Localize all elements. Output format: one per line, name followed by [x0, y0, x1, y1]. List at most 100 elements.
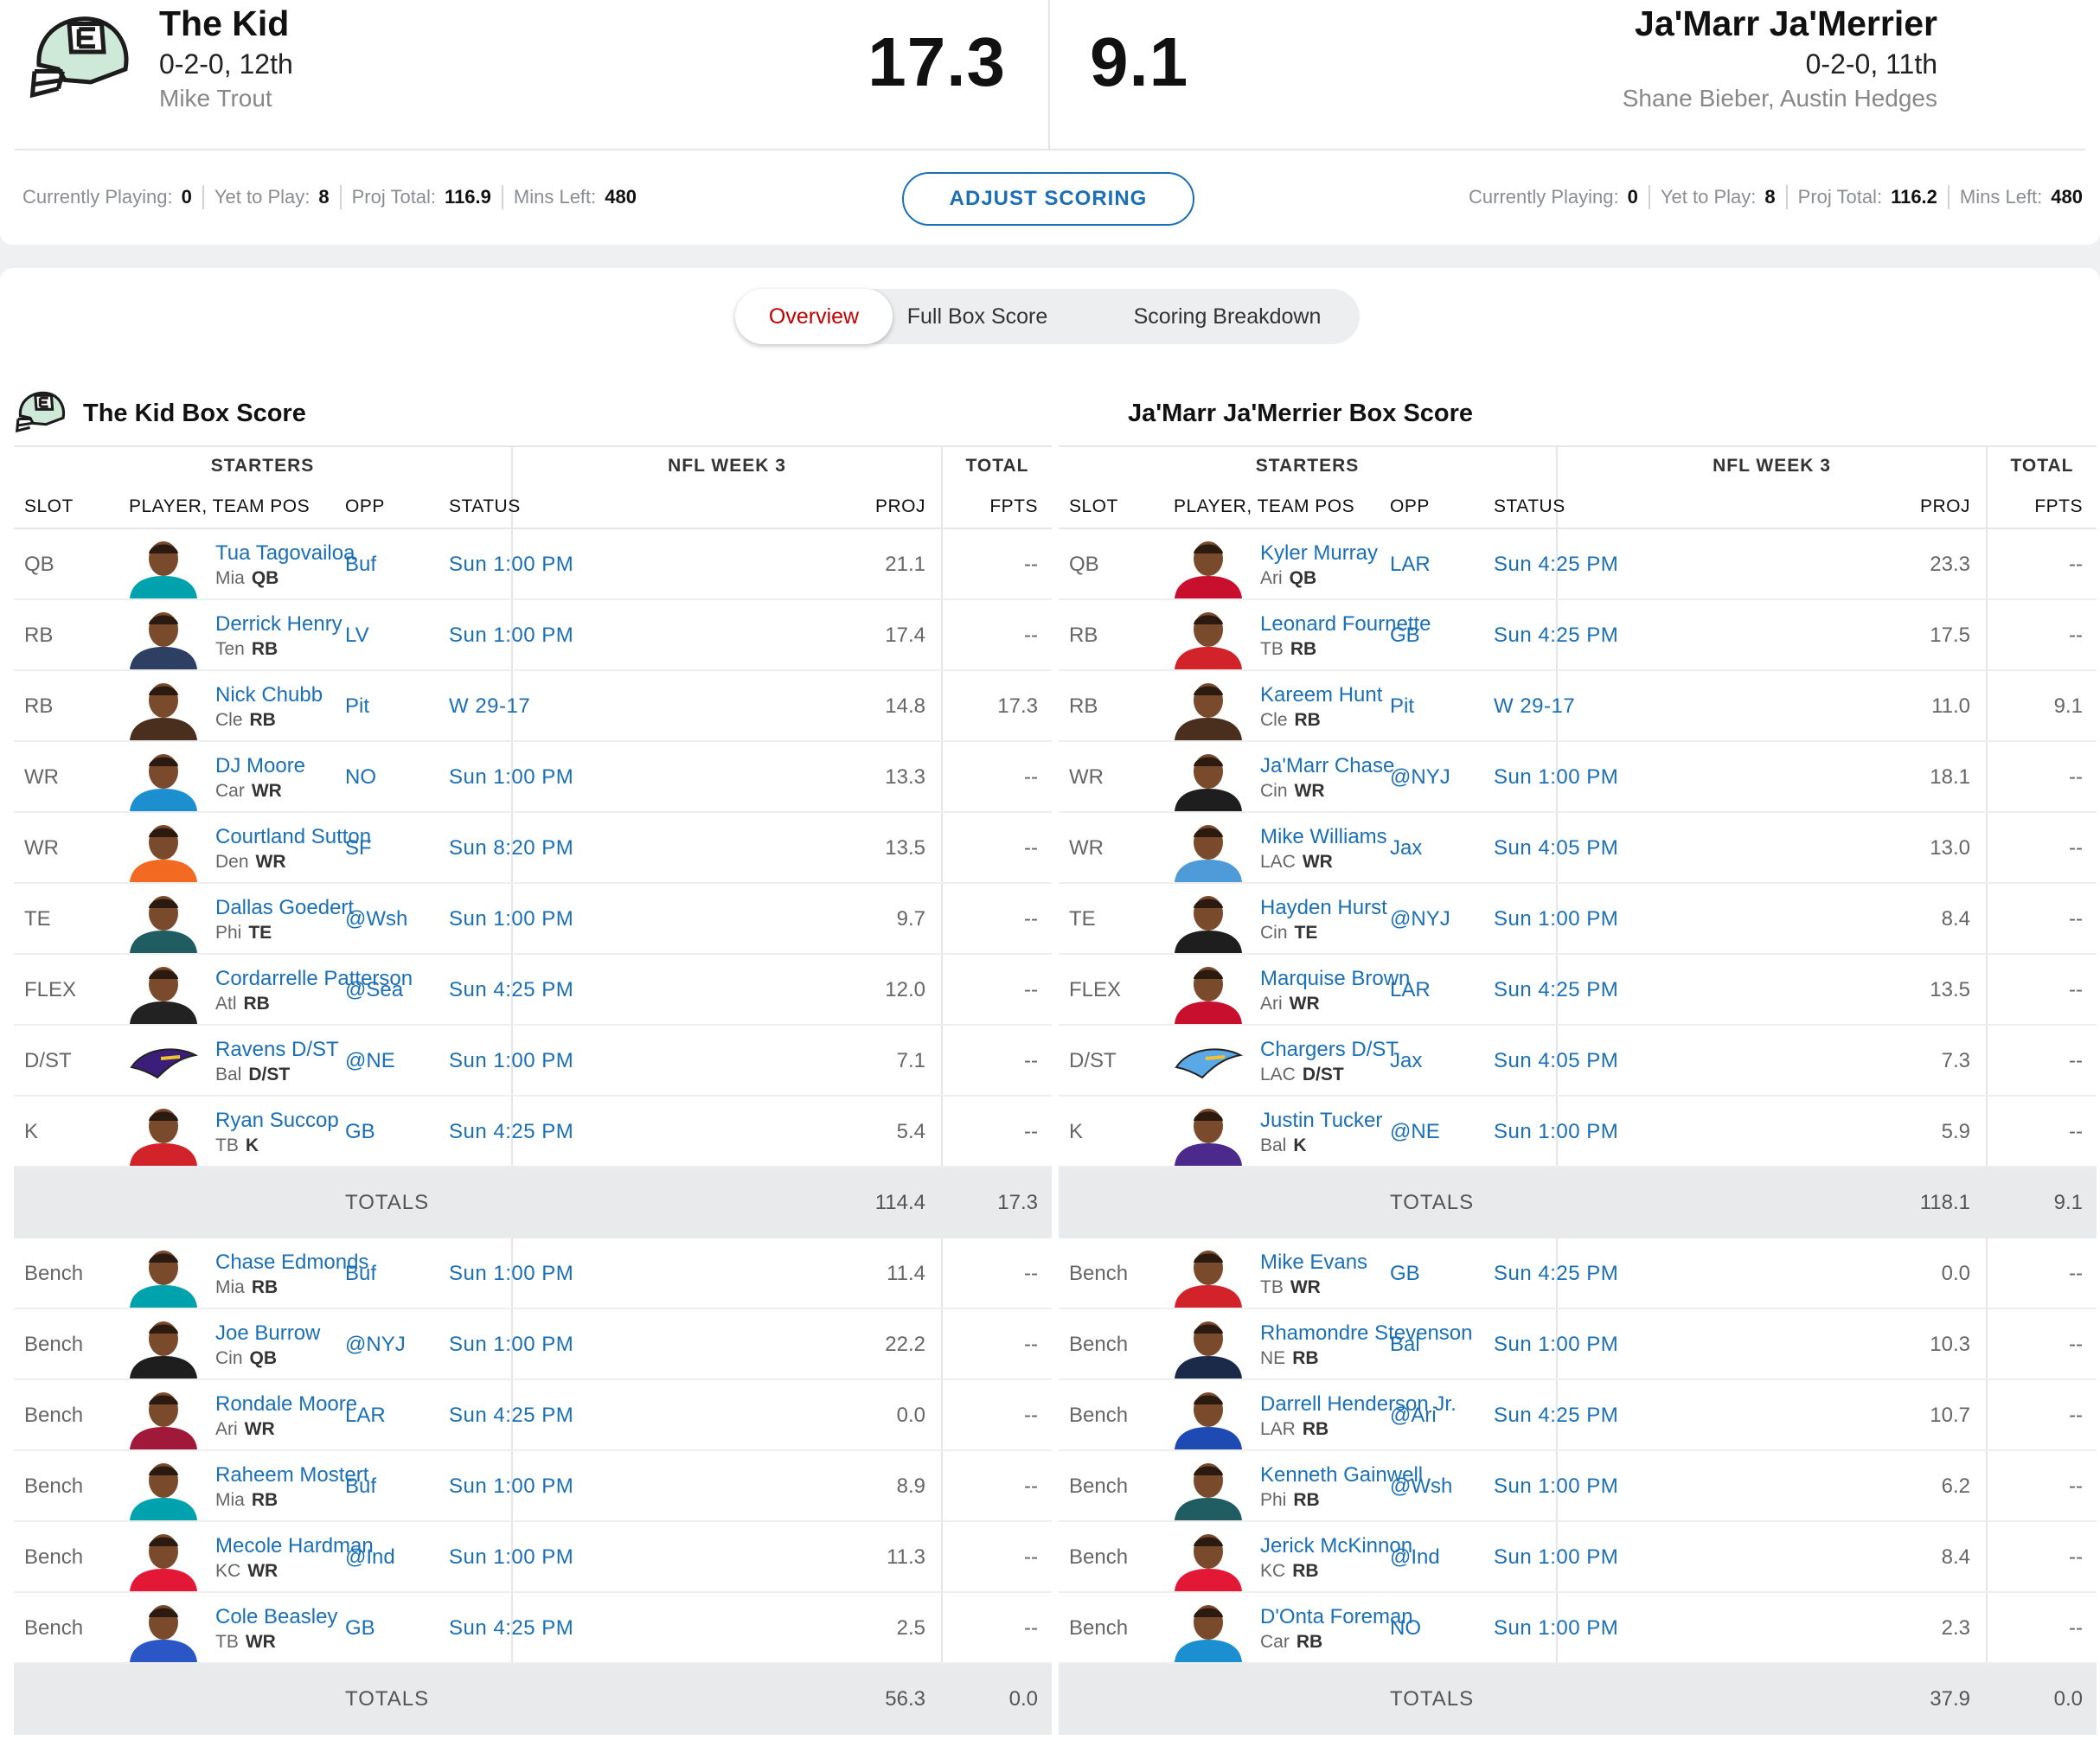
- game-status-link[interactable]: Sun 1:00 PM: [1494, 1333, 1619, 1356]
- opponent-link[interactable]: GB: [1390, 1262, 1420, 1285]
- player-name-link[interactable]: Ja'Marr Chase: [1260, 754, 1395, 777]
- col-header-opp[interactable]: OPP: [345, 496, 385, 516]
- player-name-link[interactable]: DJ Moore: [215, 754, 306, 777]
- opponent-link[interactable]: @Wsh: [1390, 1475, 1453, 1498]
- player-name-link[interactable]: Justin Tucker: [1260, 1109, 1383, 1132]
- opponent-link[interactable]: NO: [1390, 1616, 1421, 1640]
- col-header-fpts[interactable]: FPTS: [2034, 496, 2083, 516]
- game-status-link[interactable]: Sun 1:00 PM: [449, 1049, 574, 1072]
- player-name-link[interactable]: Rondale Moore: [215, 1392, 358, 1416]
- col-header-slot[interactable]: SLOT: [24, 496, 74, 516]
- player-name-link[interactable]: Mike Evans: [1260, 1251, 1368, 1274]
- game-status-link[interactable]: Sun 4:25 PM: [449, 1120, 574, 1143]
- game-status-link[interactable]: Sun 4:25 PM: [1494, 624, 1619, 647]
- home-team-name[interactable]: The Kid: [159, 3, 290, 43]
- opponent-link[interactable]: Buf: [345, 1475, 377, 1498]
- player-name-link[interactable]: Mike Williams: [1260, 825, 1387, 848]
- game-status-link[interactable]: Sun 1:00 PM: [1494, 1475, 1619, 1498]
- opponent-link[interactable]: Jax: [1390, 836, 1423, 860]
- opponent-link[interactable]: Jax: [1390, 1049, 1423, 1072]
- player-name-link[interactable]: D'Onta Foreman: [1260, 1605, 1413, 1628]
- opponent-link[interactable]: @Sea: [345, 978, 404, 1001]
- player-name-link[interactable]: Marquise Brown: [1260, 967, 1411, 990]
- opponent-link[interactable]: Pit: [1390, 694, 1415, 718]
- opponent-link[interactable]: GB: [1390, 624, 1420, 647]
- game-status-link[interactable]: Sun 4:25 PM: [449, 1404, 574, 1427]
- opponent-link[interactable]: Buf: [345, 553, 377, 576]
- tab-full-box-score[interactable]: Full Box Score: [906, 304, 1048, 329]
- game-status-link[interactable]: Sun 1:00 PM: [449, 553, 574, 576]
- opponent-link[interactable]: @NYJ: [345, 1333, 406, 1356]
- opponent-link[interactable]: NO: [345, 765, 376, 789]
- col-header-proj[interactable]: PROJ: [874, 496, 925, 516]
- player-name-link[interactable]: Darrell Henderson Jr.: [1260, 1392, 1457, 1416]
- game-status-link[interactable]: Sun 1:00 PM: [449, 1333, 574, 1356]
- player-name-link[interactable]: Joe Burrow: [215, 1321, 321, 1345]
- player-name-link[interactable]: Ravens D/ST: [215, 1038, 339, 1061]
- game-status-link[interactable]: W 29-17: [449, 694, 531, 718]
- col-header-slot[interactable]: SLOT: [1069, 496, 1118, 516]
- col-header-status[interactable]: STATUS: [1494, 496, 1565, 516]
- away-team-name[interactable]: Ja'Marr Ja'Merrier: [1635, 3, 1937, 43]
- opponent-link[interactable]: @NYJ: [1390, 907, 1450, 931]
- col-header-status[interactable]: STATUS: [449, 496, 521, 516]
- tab-scoring-breakdown[interactable]: Scoring Breakdown: [1133, 304, 1322, 329]
- opponent-link[interactable]: @Ind: [1390, 1545, 1440, 1569]
- col-header-player[interactable]: PLAYER, TEAM POS: [129, 496, 311, 516]
- adjust-scoring-button[interactable]: ADJUST SCORING: [902, 172, 1194, 226]
- opponent-link[interactable]: LAR: [1390, 978, 1431, 1001]
- player-name-link[interactable]: Hayden Hurst: [1260, 896, 1387, 919]
- game-status-link[interactable]: Sun 1:00 PM: [1494, 907, 1619, 931]
- game-status-link[interactable]: Sun 4:25 PM: [449, 1616, 574, 1640]
- player-name-link[interactable]: Leonard Fournette: [1260, 612, 1431, 636]
- opponent-link[interactable]: Pit: [345, 694, 370, 718]
- game-status-link[interactable]: Sun 1:00 PM: [1494, 1616, 1619, 1640]
- game-status-link[interactable]: Sun 1:00 PM: [449, 1262, 574, 1285]
- game-status-link[interactable]: Sun 4:05 PM: [1494, 836, 1619, 860]
- player-name-link[interactable]: Mecole Hardman: [215, 1534, 374, 1558]
- opponent-link[interactable]: LAR: [1390, 553, 1431, 576]
- player-name-link[interactable]: Chargers D/ST: [1260, 1038, 1399, 1061]
- opponent-link[interactable]: @NE: [345, 1049, 395, 1072]
- game-status-link[interactable]: Sun 1:00 PM: [449, 765, 574, 789]
- game-status-link[interactable]: Sun 4:25 PM: [1494, 553, 1619, 576]
- opponent-link[interactable]: SF: [345, 836, 372, 860]
- game-status-link[interactable]: Sun 1:00 PM: [449, 1545, 574, 1569]
- tab-overview[interactable]: Overview: [735, 289, 893, 344]
- opponent-link[interactable]: Bal: [1390, 1333, 1420, 1356]
- player-name-link[interactable]: Cole Beasley: [215, 1605, 338, 1628]
- game-status-link[interactable]: Sun 1:00 PM: [1494, 1545, 1619, 1569]
- col-header-opp[interactable]: OPP: [1390, 496, 1430, 516]
- col-header-fpts[interactable]: FPTS: [989, 496, 1038, 516]
- player-name-link[interactable]: Raheem Mostert: [215, 1463, 369, 1487]
- player-name-link[interactable]: Cordarrelle Patterson: [215, 967, 413, 990]
- game-status-link[interactable]: Sun 1:00 PM: [449, 624, 574, 647]
- opponent-link[interactable]: @Ari: [1390, 1404, 1437, 1427]
- player-name-link[interactable]: Kyler Murray: [1260, 541, 1379, 565]
- game-status-link[interactable]: W 29-17: [1494, 694, 1576, 718]
- opponent-link[interactable]: LAR: [345, 1404, 386, 1427]
- game-status-link[interactable]: Sun 1:00 PM: [449, 1475, 574, 1498]
- game-status-link[interactable]: Sun 4:05 PM: [1494, 1049, 1619, 1072]
- col-header-player[interactable]: PLAYER, TEAM POS: [1174, 496, 1355, 516]
- opponent-link[interactable]: @Wsh: [345, 907, 408, 931]
- game-status-link[interactable]: Sun 4:25 PM: [449, 978, 574, 1001]
- opponent-link[interactable]: @Ind: [345, 1545, 395, 1569]
- opponent-link[interactable]: Buf: [345, 1262, 377, 1285]
- player-name-link[interactable]: Kareem Hunt: [1260, 683, 1383, 707]
- opponent-link[interactable]: @NYJ: [1390, 765, 1450, 789]
- opponent-link[interactable]: @NE: [1390, 1120, 1440, 1143]
- col-header-proj[interactable]: PROJ: [1919, 496, 1970, 516]
- opponent-link[interactable]: LV: [345, 624, 369, 647]
- player-name-link[interactable]: Dallas Goedert: [215, 896, 355, 919]
- player-name-link[interactable]: Nick Chubb: [215, 683, 323, 707]
- player-name-link[interactable]: Chase Edmonds: [215, 1251, 369, 1274]
- game-status-link[interactable]: Sun 1:00 PM: [1494, 1120, 1619, 1143]
- player-name-link[interactable]: Tua Tagovailoa: [215, 541, 355, 565]
- game-status-link[interactable]: Sun 4:25 PM: [1494, 1404, 1619, 1427]
- game-status-link[interactable]: Sun 8:20 PM: [449, 836, 574, 860]
- game-status-link[interactable]: Sun 1:00 PM: [449, 907, 574, 931]
- game-status-link[interactable]: Sun 4:25 PM: [1494, 978, 1619, 1001]
- player-name-link[interactable]: Derrick Henry: [215, 612, 343, 636]
- game-status-link[interactable]: Sun 4:25 PM: [1494, 1262, 1619, 1285]
